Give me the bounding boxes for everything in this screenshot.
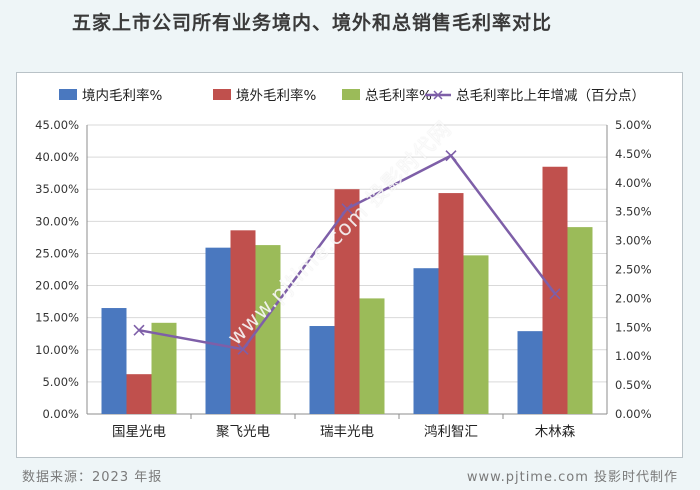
line-point-marker [133, 324, 145, 336]
bar [542, 166, 568, 414]
legend-label: 境内毛利率% [82, 87, 162, 104]
legend-marker [433, 90, 443, 100]
line-point-marker [341, 203, 353, 215]
legend-label: 总毛利率比上年增减（百分点） [456, 87, 645, 104]
y-tick-label: 5.00% [42, 375, 79, 389]
y-tick-label: 45.00% [35, 118, 79, 132]
y-tick-label: 20.00% [35, 279, 79, 293]
bar [463, 255, 489, 414]
bar [438, 193, 464, 414]
y2-tick-label: 0.50% [615, 378, 652, 392]
legend-swatch [59, 89, 77, 100]
bar [151, 322, 177, 414]
bar [230, 230, 256, 414]
legend-swatch [213, 89, 231, 100]
bar [413, 268, 439, 414]
y-tick-label: 30.00% [35, 214, 79, 228]
legend-label: 总毛利率% [365, 87, 432, 104]
y-tick-label: 0.00% [42, 407, 79, 421]
chart-svg: 0.00% 5.00% 10.00% 15.00% 20.00% 25.00% 30.00%… [35, 87, 652, 440]
bar [309, 326, 335, 414]
x-tick-label: 鸿利智汇 [424, 423, 478, 440]
y2-tick-label: 4.00% [615, 176, 652, 190]
x-tick-label: 瑞丰光电 [320, 424, 374, 440]
bar [567, 227, 593, 414]
bar [255, 245, 281, 414]
y2-tick-label: 2.50% [615, 263, 652, 277]
y2-tick-label: 2.00% [615, 291, 652, 305]
legend-label: 境外毛利率% [236, 87, 316, 104]
x-tick-label: 国星光电 [112, 424, 166, 440]
y2-tick-label: 3.00% [615, 234, 652, 248]
y-tick-label: 35.00% [35, 182, 79, 196]
bar [334, 189, 360, 414]
y2-tick-label: 0.00% [615, 407, 652, 421]
bar [205, 247, 231, 414]
y-tick-label: 10.00% [35, 343, 79, 357]
x-tick-label: 木林森 [535, 424, 576, 440]
line-point-marker [549, 288, 561, 300]
y2-tick-label: 3.50% [615, 205, 652, 219]
x-tick-label: 聚飞光电 [216, 424, 270, 440]
producer-credit: www.pjtime.com 投影时代制作 [466, 470, 678, 485]
bar [359, 298, 385, 414]
y-tick-label: 40.00% [35, 150, 79, 164]
y2-tick-label: 4.50% [615, 147, 652, 161]
y2-tick-label: 5.00% [615, 118, 652, 132]
chart-title: 五家上市公司所有业务境内、境外和总销售毛利率对比 [72, 12, 553, 34]
bar [126, 374, 152, 414]
line-point-marker [445, 150, 457, 162]
y-tick-label: 25.00% [35, 246, 79, 260]
data-source-note: 数据来源：2023 年报 [22, 470, 163, 485]
y2-tick-label: 1.50% [615, 320, 652, 334]
y-tick-label: 15.00% [35, 311, 79, 325]
legend-swatch [342, 89, 360, 100]
y2-tick-label: 1.00% [615, 349, 652, 363]
chart-area: 0.00% 5.00% 10.00% 15.00% 20.00% 25.00% 30.00%… [16, 72, 683, 458]
line-point-marker [237, 343, 249, 355]
bar [517, 331, 543, 414]
bar [101, 308, 127, 414]
